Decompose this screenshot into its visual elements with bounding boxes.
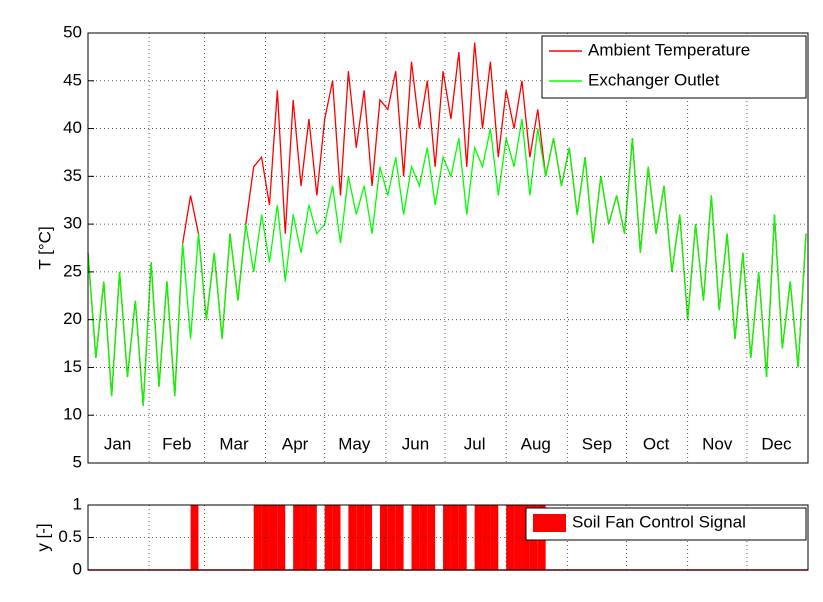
x-tick-label: Dec [761, 434, 792, 453]
signal-bar [379, 505, 388, 570]
legend-label: Ambient Temperature [588, 40, 750, 59]
y-tick-label: 25 [63, 261, 82, 280]
legend-swatch [533, 514, 566, 532]
y-tick-label: 10 [63, 405, 82, 424]
signal-bar [450, 505, 459, 570]
axes-frame [87, 32, 809, 464]
signal-bar [482, 505, 491, 570]
legend-box [541, 35, 807, 99]
y-axis-label: y [-] [33, 523, 52, 551]
signal-bar [474, 505, 483, 570]
y-tick-label: 15 [63, 357, 82, 376]
series-line [87, 118, 807, 406]
x-tick-label: Feb [162, 434, 191, 453]
x-tick-label: Oct [643, 434, 670, 453]
signal-bar [387, 505, 396, 570]
x-tick-label: Jul [464, 434, 486, 453]
signal-bar [395, 505, 404, 570]
signal-bar [427, 505, 436, 570]
y-tick-label: 0 [73, 559, 82, 578]
y-tick-label: 0.5 [58, 527, 82, 546]
signal-bar [190, 505, 199, 570]
legend-box [525, 507, 807, 541]
signal-bar [269, 505, 278, 570]
x-tick-label: Sep [582, 434, 612, 453]
signal-bar [506, 505, 515, 570]
signal-bar [293, 505, 302, 570]
y-tick-label: 35 [63, 166, 82, 185]
x-tick-label: Jan [104, 434, 131, 453]
legend-label: Soil Fan Control Signal [572, 512, 746, 531]
signal-bar [490, 505, 499, 570]
signal-bar [419, 505, 428, 570]
signal-bar [458, 505, 467, 570]
y-tick-label: 50 [63, 22, 82, 41]
y-tick-label: 20 [63, 309, 82, 328]
signal-bar [277, 505, 286, 570]
axes-frame [87, 504, 809, 571]
x-tick-label: Mar [219, 434, 249, 453]
y-tick-label: 30 [63, 214, 82, 233]
y-axis-label: T [°C] [35, 226, 54, 269]
y-tick-label: 45 [63, 70, 82, 89]
y-tick-label: 40 [63, 118, 82, 137]
signal-bar [253, 505, 262, 570]
signal-bar [411, 505, 420, 570]
x-tick-label: Nov [702, 434, 733, 453]
signal-bar [514, 505, 522, 570]
x-tick-label: May [338, 434, 371, 453]
legend-label: Exchanger Outlet [588, 70, 720, 89]
y-tick-label: 1 [73, 494, 82, 513]
x-tick-label: Aug [521, 434, 551, 453]
x-tick-label: Apr [282, 434, 309, 453]
signal-bar [443, 505, 451, 570]
x-tick-label: Jun [402, 434, 429, 453]
y-tick-label: 5 [73, 452, 82, 471]
